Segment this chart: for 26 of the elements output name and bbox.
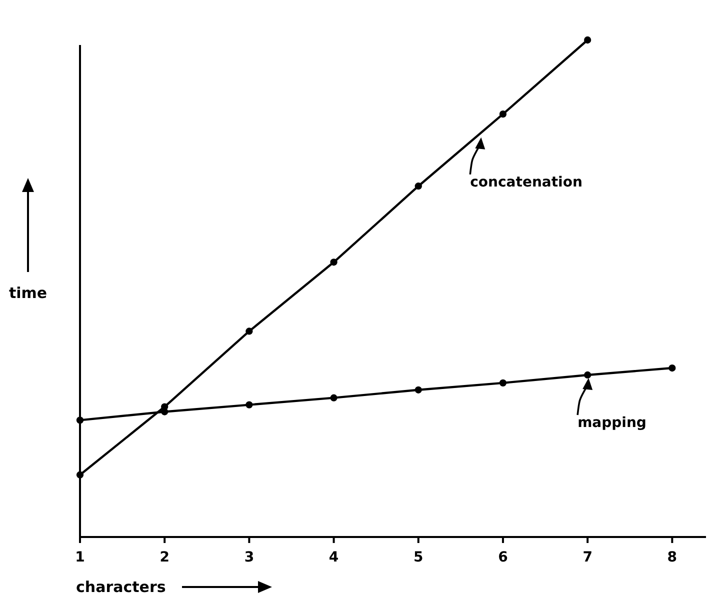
x-axis-title: characters	[76, 578, 166, 596]
point	[246, 328, 253, 335]
point	[246, 401, 253, 408]
point	[499, 110, 507, 118]
point	[414, 386, 422, 394]
y-axis-title: time	[8, 284, 48, 302]
point	[76, 416, 84, 424]
point	[161, 408, 168, 416]
x-tick-label: 5	[414, 549, 424, 566]
x-tick-label: 4	[328, 549, 339, 566]
point	[76, 471, 84, 478]
point	[668, 364, 676, 372]
x-tick-label: 8	[667, 549, 678, 566]
annotation: mapping	[578, 414, 646, 431]
point	[414, 182, 422, 190]
x-tick-label: 1	[75, 549, 85, 566]
x-tick-label: 3	[244, 549, 254, 566]
point	[330, 394, 338, 402]
x-tick-label: 2	[160, 549, 170, 566]
point	[584, 371, 592, 379]
annotation: concatenation	[470, 174, 582, 190]
point	[330, 258, 338, 266]
x-tick-label: 7	[582, 549, 592, 566]
point	[499, 379, 507, 386]
x-tick-label: 6	[498, 549, 508, 566]
point	[584, 36, 592, 44]
